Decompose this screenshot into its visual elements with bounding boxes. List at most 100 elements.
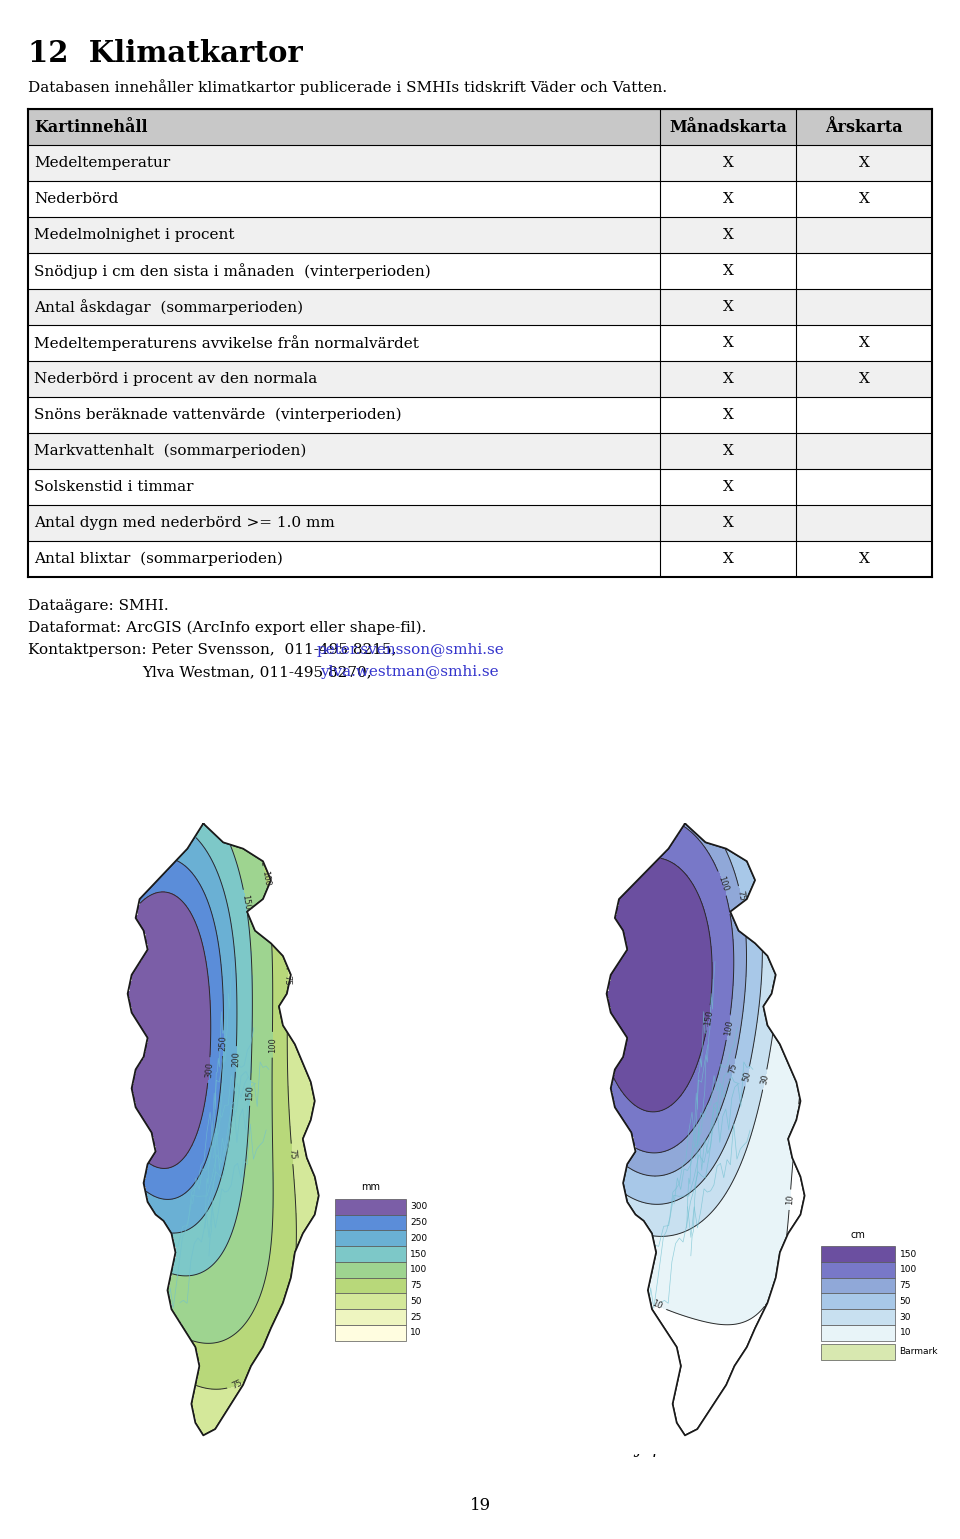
Text: 75: 75: [900, 1280, 911, 1290]
Bar: [335, 1293, 406, 1310]
Text: Databasen innehåller klimatkartor publicerade i SMHIs tidskrift Väder och Vatten: Databasen innehåller klimatkartor public…: [28, 78, 667, 95]
Text: X: X: [723, 372, 733, 386]
Text: X: X: [723, 265, 733, 279]
Text: Markvattenhalt  (sommarperioden): Markvattenhalt (sommarperioden): [34, 443, 306, 459]
Text: X: X: [858, 553, 870, 566]
Bar: [28, 469, 932, 505]
Bar: [821, 1247, 896, 1262]
Bar: [28, 325, 932, 362]
Text: 75: 75: [283, 974, 292, 985]
Text: 100: 100: [723, 1019, 734, 1036]
Bar: [335, 1310, 406, 1325]
Text: 300: 300: [411, 1202, 428, 1211]
Text: 30: 30: [900, 1313, 911, 1322]
Text: 100: 100: [259, 870, 271, 886]
Text: X: X: [723, 553, 733, 566]
Text: 10: 10: [785, 1194, 795, 1205]
Text: ylva.westman@smhi.se: ylva.westman@smhi.se: [321, 665, 499, 679]
Text: Antal åskdagar  (sommarperioden): Antal åskdagar (sommarperioden): [34, 299, 303, 315]
Text: X: X: [723, 480, 733, 494]
Text: 150: 150: [411, 1250, 428, 1259]
PathPatch shape: [24, 823, 422, 1454]
Text: Kartinnehåll: Kartinnehåll: [34, 119, 148, 135]
Bar: [28, 252, 932, 289]
Bar: [335, 1214, 406, 1230]
Text: X: X: [723, 228, 733, 242]
Text: Medeltemperatur: Medeltemperatur: [34, 155, 170, 169]
Text: Ylva Westman, 011-495 8270,: Ylva Westman, 011-495 8270,: [142, 665, 381, 679]
Bar: [335, 1230, 406, 1247]
Text: Årskarta: Årskarta: [826, 119, 902, 135]
Text: 75: 75: [728, 1062, 738, 1074]
Bar: [821, 1310, 896, 1325]
Bar: [821, 1325, 896, 1340]
Text: Antal dygn med nederbörd >= 1.0 mm: Antal dygn med nederbörd >= 1.0 mm: [34, 516, 335, 529]
Bar: [821, 1262, 896, 1277]
Text: Snödjup i cm den sista i månaden  (vinterperioden): Snödjup i cm den sista i månaden (vinter…: [34, 263, 431, 279]
Bar: [28, 505, 932, 542]
Text: X: X: [723, 300, 733, 314]
Text: 100: 100: [411, 1265, 428, 1274]
Text: 100: 100: [268, 1037, 276, 1053]
Text: Dataformat: ArcGIS (ArcInfo export eller shape-fil).: Dataformat: ArcGIS (ArcInfo export eller…: [28, 622, 426, 636]
Text: X: X: [858, 372, 870, 386]
Text: X: X: [723, 516, 733, 529]
Text: mm: mm: [361, 1182, 380, 1193]
Text: X: X: [858, 155, 870, 169]
Text: 150: 150: [703, 1010, 714, 1027]
Bar: [28, 397, 932, 432]
Bar: [28, 289, 932, 325]
Text: Dataägare: SMHI.: Dataägare: SMHI.: [28, 599, 169, 613]
Bar: [28, 109, 932, 145]
Text: 50: 50: [742, 1070, 753, 1082]
Bar: [28, 432, 932, 469]
Text: X: X: [723, 155, 733, 169]
Bar: [28, 182, 932, 217]
Text: 75: 75: [230, 1379, 244, 1391]
Text: 75: 75: [735, 890, 746, 902]
Text: 200: 200: [411, 1234, 427, 1242]
Text: 300: 300: [204, 1062, 214, 1079]
Bar: [28, 362, 932, 397]
Text: 200: 200: [231, 1051, 241, 1067]
Text: X: X: [723, 443, 733, 459]
Text: Nederbörd december 2003: Nederbörd december 2003: [106, 1441, 334, 1457]
Text: 150: 150: [900, 1250, 917, 1259]
Text: Snöns beräknade vattenvärde  (vinterperioden): Snöns beräknade vattenvärde (vinterperio…: [34, 408, 401, 422]
Text: 150: 150: [246, 1085, 255, 1100]
Text: cm: cm: [851, 1230, 866, 1240]
Text: 10: 10: [650, 1299, 663, 1311]
Text: 150: 150: [240, 894, 252, 911]
Text: 30: 30: [759, 1074, 770, 1085]
Bar: [821, 1277, 896, 1293]
Text: peter.svensson@smhi.se: peter.svensson@smhi.se: [317, 643, 505, 657]
Bar: [335, 1325, 406, 1340]
Text: Solskenstid i timmar: Solskenstid i timmar: [34, 480, 194, 494]
Text: X: X: [723, 336, 733, 349]
Text: 25: 25: [411, 1313, 421, 1322]
Text: Nederbörd: Nederbörd: [34, 192, 118, 206]
Bar: [28, 542, 932, 577]
Text: Barmark: Barmark: [900, 1347, 938, 1356]
Bar: [335, 1277, 406, 1293]
Text: 10: 10: [411, 1328, 422, 1337]
Bar: [28, 217, 932, 252]
Text: 50: 50: [411, 1297, 422, 1305]
Text: 100: 100: [716, 874, 730, 893]
Text: Medelmolnighet i procent: Medelmolnighet i procent: [34, 228, 234, 242]
Text: 10: 10: [900, 1328, 911, 1337]
Text: Snödjup 30 december 2003: Snödjup 30 december 2003: [593, 1441, 827, 1457]
Text: Medeltemperaturens avvikelse från normalvärdet: Medeltemperaturens avvikelse från normal…: [34, 336, 419, 351]
Text: 250: 250: [219, 1036, 228, 1051]
Bar: [28, 145, 932, 182]
Text: 250: 250: [411, 1217, 427, 1227]
Text: 19: 19: [469, 1497, 491, 1514]
Text: X: X: [723, 192, 733, 206]
Bar: [335, 1262, 406, 1277]
Text: X: X: [723, 408, 733, 422]
Bar: [821, 1344, 896, 1360]
Text: X: X: [858, 192, 870, 206]
Text: Månadskarta: Månadskarta: [669, 119, 787, 135]
Text: Kontaktperson: Peter Svensson,  011-495 8215,: Kontaktperson: Peter Svensson, 011-495 8…: [28, 643, 406, 657]
Text: 75: 75: [287, 1148, 297, 1159]
